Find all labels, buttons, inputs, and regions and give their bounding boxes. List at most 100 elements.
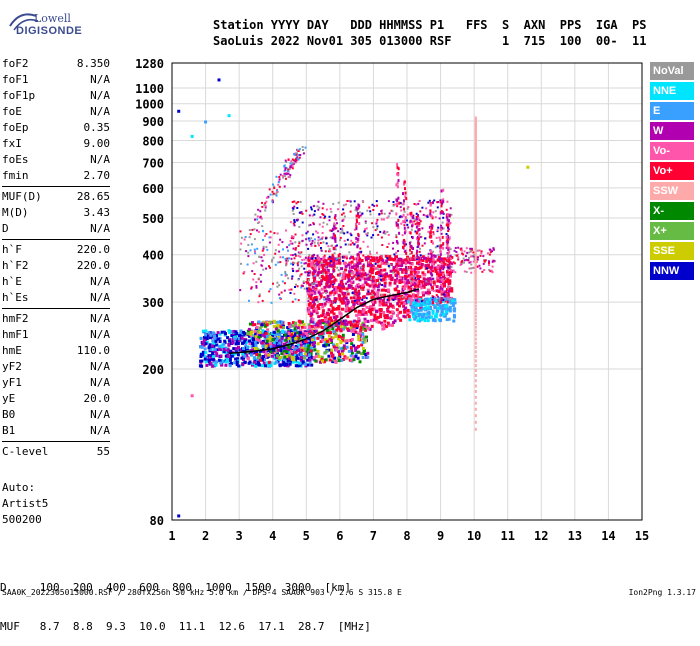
echo-point bbox=[402, 308, 406, 312]
echo-point bbox=[440, 307, 444, 311]
echo-point bbox=[282, 248, 284, 251]
echo-point bbox=[245, 348, 249, 352]
echo-point bbox=[291, 158, 294, 161]
echo-point bbox=[260, 341, 264, 345]
echo-point bbox=[355, 271, 359, 275]
echo-point bbox=[397, 226, 400, 230]
echo-point bbox=[450, 256, 454, 259]
echo-point bbox=[251, 323, 255, 327]
isolated-echo bbox=[177, 109, 181, 113]
param-value: N/A bbox=[90, 73, 110, 86]
echo-point bbox=[304, 262, 307, 265]
echo-point bbox=[311, 318, 315, 322]
echo-point bbox=[288, 244, 291, 247]
legend-item: NNE bbox=[650, 82, 694, 100]
echo-point bbox=[473, 257, 476, 259]
echo-point bbox=[329, 294, 332, 297]
echo-point bbox=[441, 263, 444, 266]
echo-point bbox=[474, 192, 477, 196]
legend-item: SSE bbox=[650, 242, 694, 260]
echo-point bbox=[442, 314, 446, 318]
echo-point bbox=[397, 218, 400, 222]
echo-point bbox=[353, 228, 356, 231]
echo-point bbox=[305, 232, 308, 235]
echo-point bbox=[440, 189, 443, 193]
echo-point bbox=[307, 297, 310, 300]
echo-point bbox=[474, 226, 477, 229]
echo-point bbox=[257, 208, 260, 211]
echo-point bbox=[415, 217, 418, 221]
echo-point bbox=[406, 312, 410, 316]
echo-point bbox=[359, 328, 363, 332]
plot-frame bbox=[171, 62, 643, 521]
echo-point bbox=[384, 232, 387, 235]
echo-point bbox=[353, 243, 356, 246]
echo-point bbox=[474, 184, 477, 188]
echo-point bbox=[362, 337, 366, 341]
echo-point bbox=[415, 225, 418, 229]
echo-point bbox=[391, 210, 394, 213]
echo-point bbox=[225, 359, 229, 362]
echo-point bbox=[311, 289, 314, 293]
echo-point bbox=[314, 359, 318, 363]
echo-point bbox=[338, 257, 341, 259]
echo-point bbox=[297, 201, 300, 203]
echo-point bbox=[446, 218, 449, 222]
echo-point bbox=[418, 222, 421, 226]
echo-point bbox=[266, 328, 270, 332]
echo-point bbox=[224, 332, 227, 336]
echo-point bbox=[448, 281, 452, 285]
echo-point bbox=[468, 251, 471, 254]
echo-point bbox=[412, 247, 414, 250]
echo-point bbox=[353, 346, 357, 350]
echo-point bbox=[437, 270, 441, 274]
echo-point bbox=[403, 275, 407, 278]
echo-point bbox=[474, 236, 477, 240]
echo-point bbox=[474, 239, 477, 242]
echo-point bbox=[474, 364, 477, 368]
echo-point bbox=[349, 296, 353, 300]
echo-point bbox=[362, 308, 366, 312]
echo-point bbox=[350, 338, 354, 341]
echo-point bbox=[424, 283, 427, 286]
echo-point bbox=[308, 269, 311, 272]
echo-point bbox=[313, 260, 316, 263]
echo-point bbox=[312, 233, 315, 236]
echo-point bbox=[404, 219, 407, 223]
echo-point bbox=[395, 221, 398, 225]
echo-point bbox=[292, 237, 295, 240]
echo-point bbox=[224, 354, 228, 358]
echo-point bbox=[339, 272, 342, 275]
echo-point bbox=[300, 261, 303, 264]
echo-point bbox=[318, 333, 322, 337]
echo-point bbox=[367, 255, 370, 258]
echo-point bbox=[411, 298, 414, 302]
param-name: B0 bbox=[2, 408, 16, 421]
echo-point bbox=[457, 258, 460, 261]
echo-point bbox=[474, 271, 477, 275]
echo-point bbox=[452, 269, 455, 272]
echo-point bbox=[366, 234, 369, 237]
echo-point bbox=[291, 254, 294, 257]
echo-point bbox=[465, 247, 468, 250]
echo-point bbox=[436, 279, 440, 283]
echo-point bbox=[199, 355, 203, 358]
echo-point bbox=[403, 271, 406, 274]
echo-point bbox=[340, 284, 344, 288]
echo-point bbox=[305, 331, 308, 335]
echo-point bbox=[427, 201, 430, 204]
echo-point bbox=[474, 250, 477, 254]
echo-point bbox=[355, 206, 358, 210]
echo-point bbox=[405, 295, 407, 299]
echo-point bbox=[394, 203, 397, 206]
echo-point bbox=[321, 291, 324, 294]
echo-point bbox=[257, 230, 260, 233]
echo-point bbox=[343, 339, 347, 343]
echo-point bbox=[262, 340, 265, 343]
echo-point bbox=[324, 215, 327, 218]
echo-point bbox=[411, 277, 414, 281]
echo-point bbox=[322, 313, 326, 316]
echo-point bbox=[213, 335, 216, 338]
echo-point bbox=[249, 332, 253, 336]
echo-point bbox=[424, 291, 428, 295]
